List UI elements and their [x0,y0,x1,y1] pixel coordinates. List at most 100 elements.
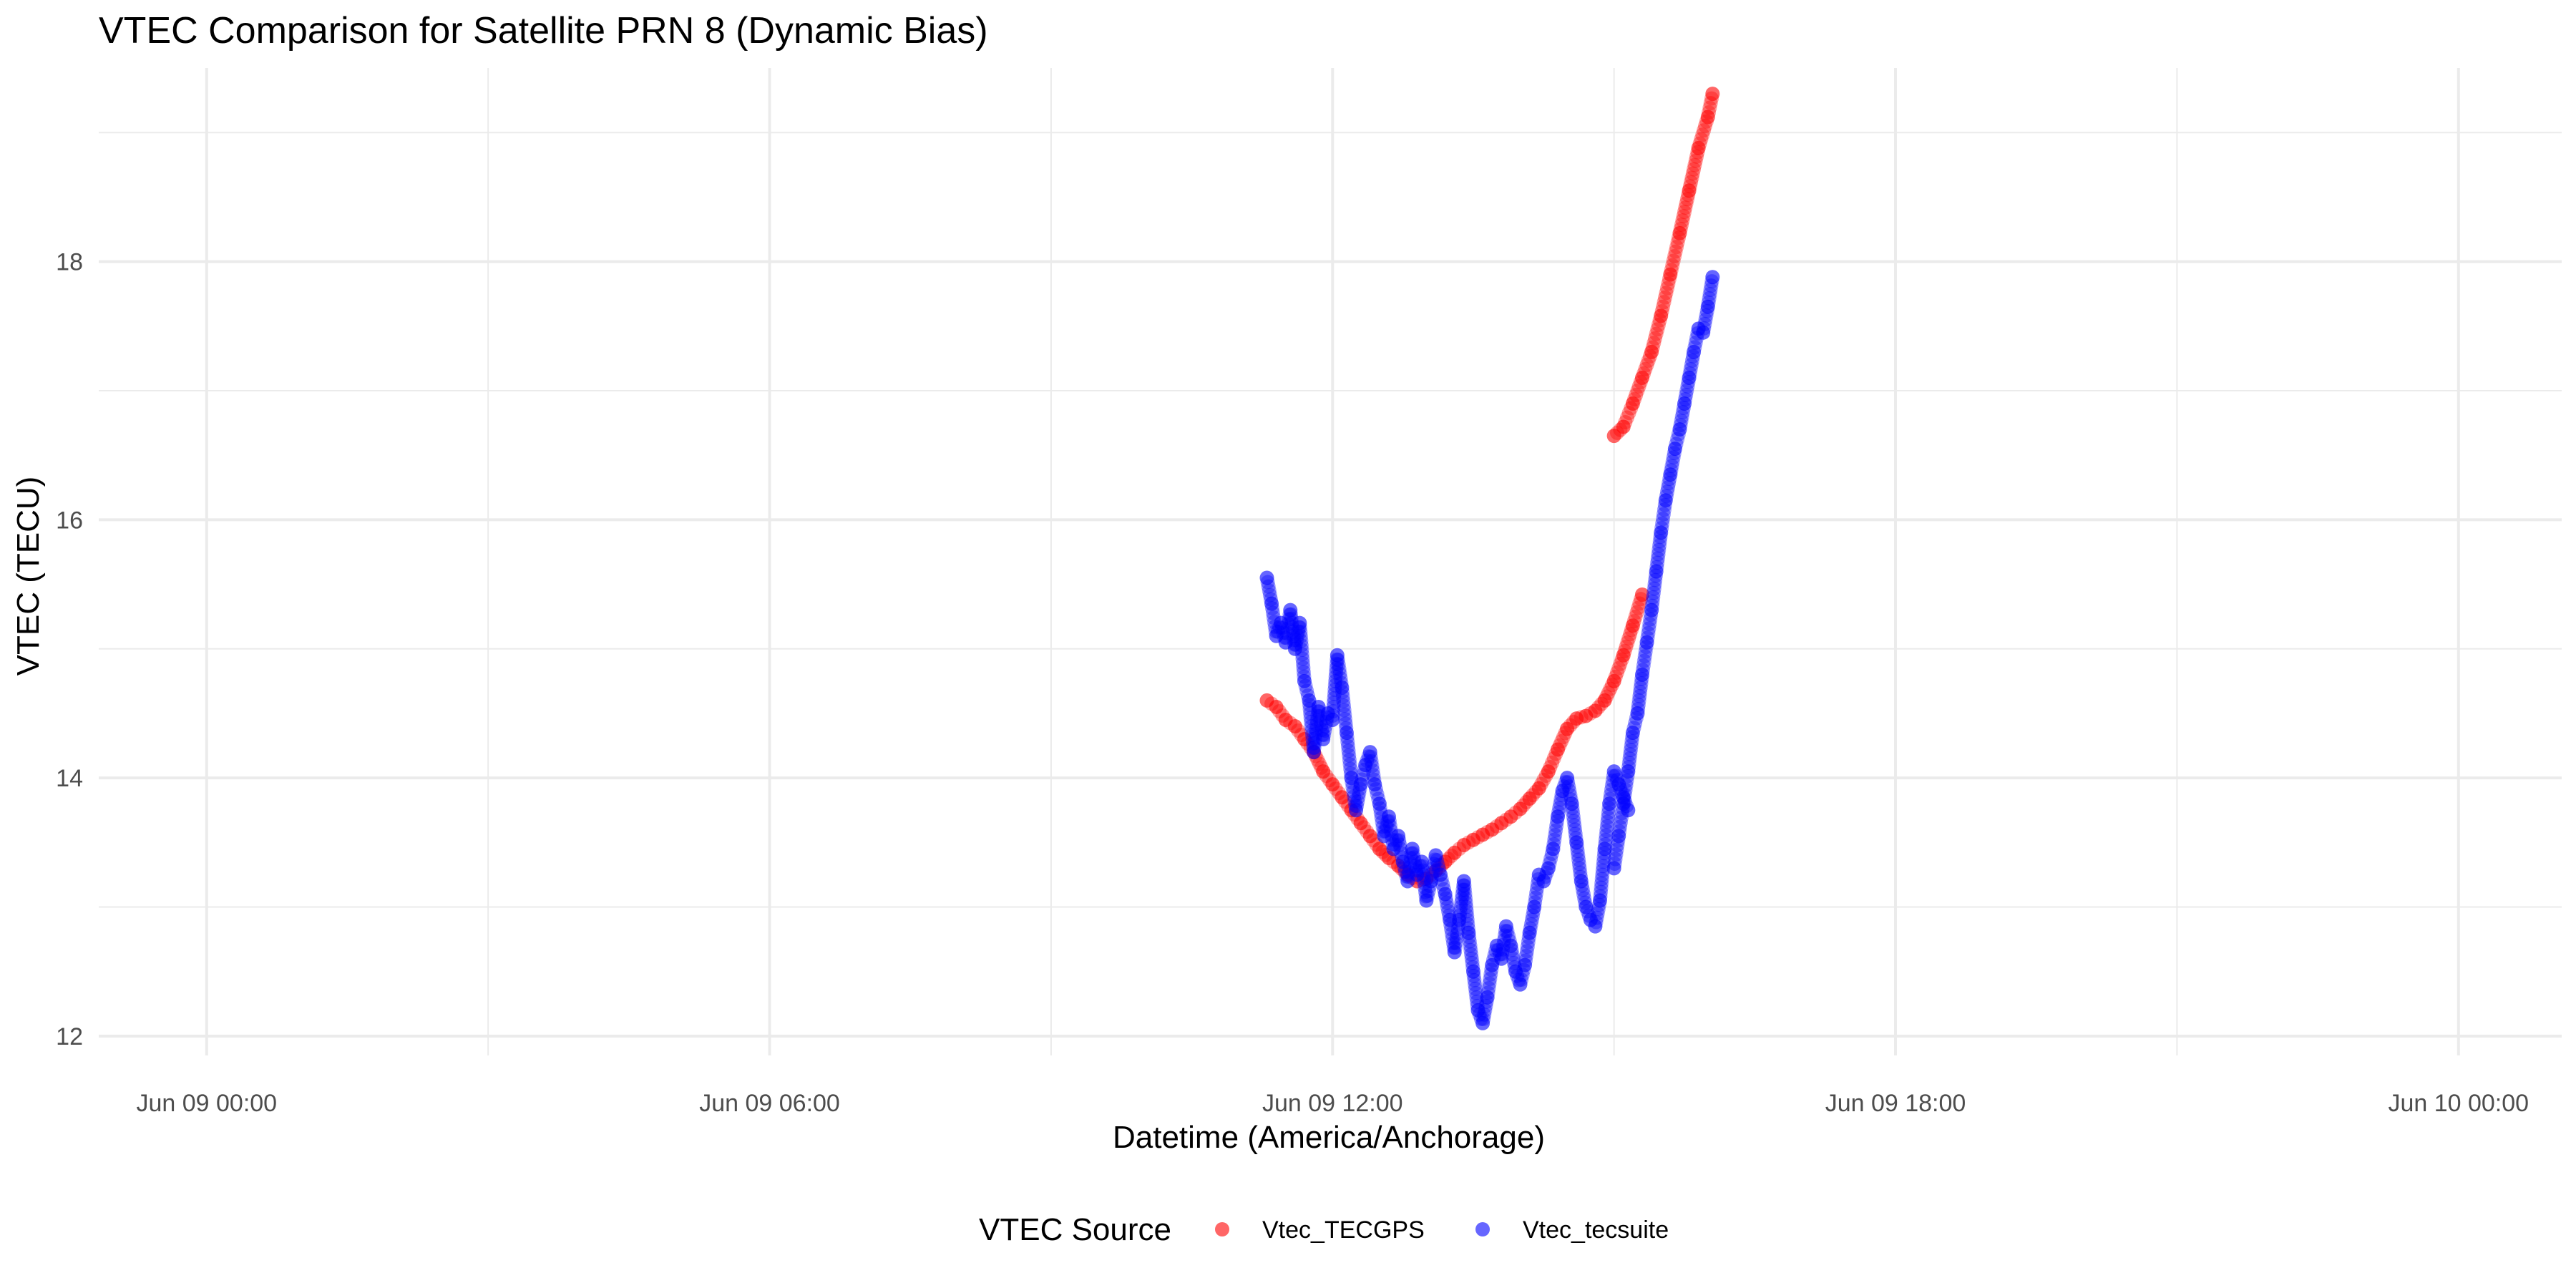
data-point [1620,410,1635,425]
data-point [1347,789,1362,804]
data-point [1682,183,1697,198]
points-layer [1259,87,1720,1030]
data-point [1329,660,1344,675]
data-point [1337,712,1352,727]
data-point [1599,819,1614,834]
data-point [1467,972,1482,987]
data-point [1639,357,1654,372]
data-point [1528,895,1543,910]
data-point [1528,890,1543,905]
data-point [1448,940,1463,955]
data-point [1588,919,1603,934]
data-point [1452,912,1467,927]
data-point [1264,601,1279,616]
data-point [1303,710,1318,725]
data-point [1457,878,1472,893]
data-point [1503,938,1518,953]
y-tick-label: 16 [56,507,83,534]
data-point [1619,639,1634,654]
data-point [1655,516,1670,531]
data-point [1281,616,1296,631]
data-point [1676,209,1691,224]
data-point [1629,605,1644,620]
data-point [1518,953,1533,968]
data-point [1287,719,1302,733]
data-point [1656,512,1671,527]
data-point [1329,665,1344,680]
data-point [1325,712,1340,727]
data-point [1463,942,1478,957]
data-point [1621,760,1636,775]
data-point [1668,244,1683,259]
data-point [1688,153,1703,168]
data-point [1284,607,1299,622]
data-point [1594,872,1609,887]
data-point [1339,726,1354,741]
data-point [1687,162,1702,177]
data-point [1669,436,1684,452]
data-point [1545,755,1560,770]
data-point [1659,489,1674,504]
data-point [1649,560,1664,575]
data-point [1395,854,1410,869]
data-point [1599,689,1614,704]
data-point [1365,763,1380,778]
data-point [1603,787,1618,802]
data-point [1524,912,1539,927]
data-point [1341,743,1356,758]
data-point [1518,948,1533,963]
data-point [1664,459,1679,474]
data-point [1616,796,1631,811]
data-point [1564,796,1579,811]
data-point [1594,876,1609,891]
data-point [1478,1002,1493,1018]
data-point [1304,719,1319,733]
data-point [1562,784,1577,799]
data-point [1335,685,1350,700]
data-point [1381,809,1396,824]
data-point [1456,874,1471,889]
data-point [1624,738,1639,753]
data-point [1565,801,1580,816]
data-point [1626,614,1641,629]
data-point [1448,935,1463,950]
data-point [1702,105,1717,120]
data-point [1335,680,1350,695]
data-point [1590,906,1605,921]
data-point [1392,833,1407,848]
data-point [1298,678,1313,693]
data-point [1307,745,1322,760]
data-point [1692,136,1707,151]
data-point [1571,852,1586,867]
data-point [1259,570,1274,585]
data-point [1518,957,1533,972]
data-point [1548,828,1563,843]
data-point [1283,602,1298,618]
data-point [1527,899,1542,914]
data-point [1619,778,1634,793]
data-point [1552,801,1567,816]
data-point [1260,575,1275,590]
data-point [1672,225,1687,240]
data-point [1598,832,1613,847]
data-point [1645,340,1660,355]
data-point [1700,109,1715,125]
data-point [1304,714,1319,729]
data-point [1568,822,1583,837]
data-point [1625,726,1640,741]
data-point [1698,312,1713,327]
data-point [1638,361,1653,376]
data-point [1450,926,1465,941]
data-point [1553,796,1568,811]
data-point [1696,325,1711,340]
data-point [1550,809,1565,824]
data-point [1636,653,1652,668]
data-point [1294,647,1309,662]
data-point [1631,701,1646,716]
data-point [1589,914,1604,930]
data-point [1292,615,1307,630]
data-point [1340,738,1355,753]
data-point [1514,972,1529,987]
data-point [1702,286,1717,301]
data-point [1513,801,1528,816]
